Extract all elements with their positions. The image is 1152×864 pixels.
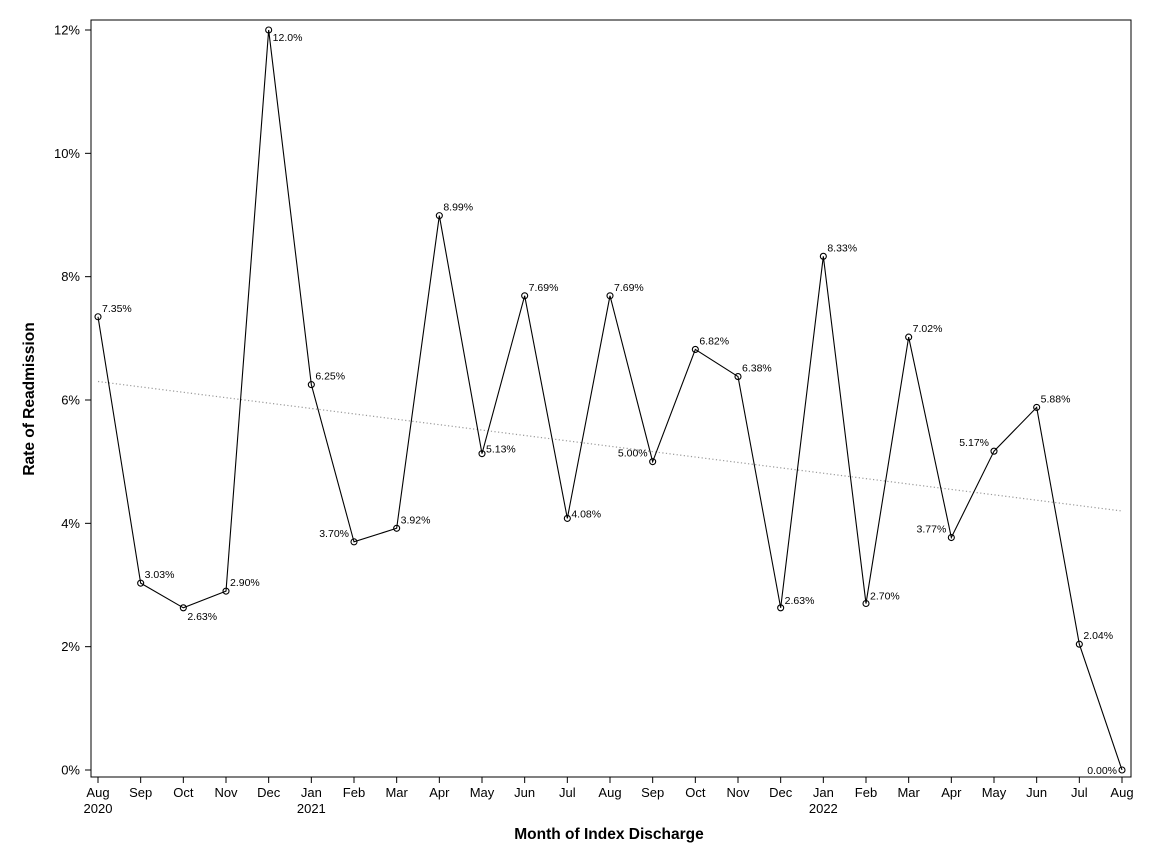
data-point xyxy=(691,345,699,353)
data-point xyxy=(137,579,145,587)
data-label: 8.99% xyxy=(443,202,473,214)
x-tick-label: Jul xyxy=(1071,785,1088,800)
data-point xyxy=(265,26,273,34)
series-line xyxy=(97,29,1123,771)
data-label: 5.17% xyxy=(959,437,989,449)
y-tick-label: 10% xyxy=(54,146,80,161)
data-point xyxy=(777,604,785,612)
data-point xyxy=(521,292,529,300)
x-tick-label: Sep xyxy=(129,785,152,800)
data-label: 5.88% xyxy=(1041,393,1071,405)
x-tick-label: Apr xyxy=(429,785,450,800)
data-point xyxy=(1075,640,1083,648)
x-tick-label: May xyxy=(470,785,495,800)
data-point xyxy=(905,333,913,341)
y-tick-label: 0% xyxy=(61,763,80,778)
x-tick-label: Jun xyxy=(1026,785,1047,800)
data-label: 8.33% xyxy=(827,242,857,254)
x-tick-label: Jul xyxy=(559,785,576,800)
y-axis: 0% 2% 4% 6% 8% 10% 12% xyxy=(54,23,91,778)
x-tick-label: Dec xyxy=(769,785,793,800)
x-tick-label: May xyxy=(982,785,1007,800)
data-label: 5.13% xyxy=(486,444,516,456)
y-tick-label: 2% xyxy=(61,639,80,654)
data-point xyxy=(307,381,315,389)
x-tick-label: Jan xyxy=(301,785,322,800)
data-label: 0.00% xyxy=(1087,765,1117,777)
x-tick-label: Oct xyxy=(173,785,194,800)
data-label: 7.02% xyxy=(913,323,943,335)
x-tick-label: Feb xyxy=(343,785,365,800)
data-label: 12.0% xyxy=(273,32,303,44)
x-tick-label: Jun xyxy=(514,785,535,800)
x-tick-label: Dec xyxy=(257,785,281,800)
point-labels-group: 7.35% 3.03% 2.63% 2.90% 12.0% 6.25% 3.70% 3.92%… xyxy=(102,32,1117,777)
y-tick-label: 6% xyxy=(61,393,80,408)
series-group xyxy=(94,26,1126,774)
x-tick-label: Nov xyxy=(214,785,238,800)
data-label: 5.00% xyxy=(618,448,648,460)
data-point xyxy=(862,599,870,608)
data-label: 3.92% xyxy=(401,514,431,526)
data-label: 2.63% xyxy=(785,595,815,607)
data-label: 2.63% xyxy=(187,611,217,623)
x-tick-label: Oct xyxy=(685,785,706,800)
data-label: 3.03% xyxy=(145,569,175,581)
x-year-label: 2021 xyxy=(297,801,326,816)
data-label: 6.38% xyxy=(742,363,772,375)
data-label: 2.90% xyxy=(230,577,260,589)
data-label: 3.70% xyxy=(319,528,349,540)
data-point xyxy=(350,538,358,546)
data-point xyxy=(435,212,443,220)
data-label: 7.35% xyxy=(102,303,132,315)
data-label: 6.25% xyxy=(315,371,345,383)
x-tick-label: Mar xyxy=(385,785,408,800)
data-point xyxy=(94,313,102,321)
x-year-label: 2022 xyxy=(809,801,838,816)
x-tick-label: Nov xyxy=(726,785,750,800)
x-year-label: 2020 xyxy=(84,801,113,816)
data-point xyxy=(606,292,614,300)
x-tick-label: Aug xyxy=(86,785,109,800)
data-point xyxy=(179,604,187,612)
x-tick-label: Mar xyxy=(897,785,920,800)
y-axis-title: Rate of Readmission xyxy=(21,322,38,475)
y-tick-label: 8% xyxy=(61,269,80,284)
data-label: 7.69% xyxy=(614,282,644,294)
x-tick-label: Apr xyxy=(941,785,962,800)
data-point xyxy=(649,458,657,466)
data-label: 6.82% xyxy=(699,335,729,347)
data-point xyxy=(1118,766,1126,774)
x-tick-label: Feb xyxy=(855,785,877,800)
x-tick-label: Jan xyxy=(813,785,834,800)
x-tick-label: Aug xyxy=(1110,785,1133,800)
x-axis-title: Month of Index Discharge xyxy=(514,826,704,843)
x-tick-label: Aug xyxy=(598,785,621,800)
data-label: 7.69% xyxy=(529,282,559,294)
data-point xyxy=(1033,403,1041,411)
data-point xyxy=(947,533,955,542)
data-label: 3.77% xyxy=(917,524,947,536)
data-point xyxy=(478,450,486,458)
data-point xyxy=(222,587,230,595)
data-point xyxy=(990,447,998,455)
data-point xyxy=(819,252,827,260)
data-point xyxy=(563,514,571,522)
x-tick-label: Sep xyxy=(641,785,664,800)
data-label: 4.08% xyxy=(571,508,601,520)
x-axis: Aug Sep Oct Nov Dec Jan Feb Mar Apr May Jun Jul Aug S… xyxy=(84,777,1134,816)
plot-frame xyxy=(90,19,1132,778)
data-point xyxy=(734,373,742,381)
data-label: 2.70% xyxy=(870,591,900,603)
y-tick-label: 4% xyxy=(61,516,80,531)
data-point xyxy=(393,524,401,532)
data-label: 2.04% xyxy=(1083,630,1113,642)
y-tick-label: 12% xyxy=(54,23,80,38)
